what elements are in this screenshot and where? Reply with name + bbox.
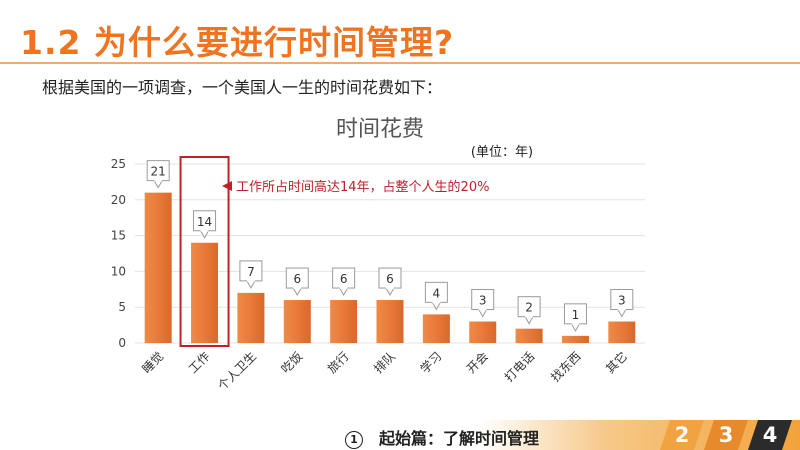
data-label: 21 bbox=[151, 165, 166, 179]
data-label: 4 bbox=[433, 286, 441, 300]
y-tick-label: 25 bbox=[111, 157, 126, 171]
chart-title: 时间花费 bbox=[336, 117, 424, 142]
slide-title: 1.2 为什么要进行时间管理? bbox=[20, 23, 455, 62]
y-tick-label: 5 bbox=[118, 300, 126, 314]
x-tick-label: 打电话 bbox=[502, 349, 537, 384]
bar bbox=[144, 192, 172, 343]
data-label-pointer bbox=[199, 230, 210, 239]
y-tick-label: 10 bbox=[111, 264, 126, 278]
data-label: 6 bbox=[340, 272, 348, 286]
data-label-pointer bbox=[616, 309, 627, 318]
footer-section-label: 1 起始篇：了解时间管理 bbox=[345, 425, 539, 449]
data-label-pointer bbox=[477, 309, 488, 318]
bar-chart: 时间花费 (单位：年) 0 5 10 15 20 25 睡觉 工作 个人卫生 吃饭 旅行 排队 学习 开会… bbox=[111, 117, 645, 393]
bar bbox=[330, 300, 358, 343]
data-label: 2 bbox=[525, 301, 533, 315]
annotation-text: 工作所占时间高达14年，占整个人生的20% bbox=[236, 179, 489, 195]
data-label-pointer bbox=[153, 180, 164, 189]
bar bbox=[376, 300, 404, 343]
data-label-pointer bbox=[524, 316, 534, 325]
bar bbox=[515, 328, 543, 343]
data-label-pointer bbox=[246, 280, 256, 289]
x-tick-label: 学习 bbox=[417, 349, 445, 377]
data-label-pointer bbox=[292, 287, 303, 297]
x-tick-label: 其它 bbox=[602, 349, 630, 377]
data-label-pointer bbox=[385, 287, 395, 297]
title-divider bbox=[0, 62, 800, 64]
bar bbox=[561, 335, 589, 343]
bar bbox=[191, 242, 219, 343]
data-label: 3 bbox=[618, 294, 626, 308]
data-label: 3 bbox=[479, 294, 487, 308]
x-tick-label: 旅行 bbox=[325, 349, 352, 376]
data-label: 6 bbox=[293, 272, 301, 286]
y-tick-label: 20 bbox=[111, 193, 126, 207]
data-label-pointer bbox=[570, 323, 581, 332]
y-tick-label: 0 bbox=[118, 336, 126, 350]
bar bbox=[608, 321, 636, 343]
bar bbox=[469, 321, 497, 343]
x-tick-label: 吃饭 bbox=[279, 349, 306, 376]
x-tick-label: 工作 bbox=[186, 349, 213, 376]
data-label: 6 bbox=[386, 272, 394, 286]
chart-unit-label: (单位：年) bbox=[471, 145, 533, 160]
intro-text: 根据美国的一项调查，一个美国人一生的时间花费如下： bbox=[42, 78, 443, 97]
section-number-badge: 1 bbox=[345, 431, 363, 449]
y-tick-label: 15 bbox=[111, 229, 126, 243]
highlight-box bbox=[179, 156, 230, 347]
bar bbox=[283, 300, 311, 343]
x-tick-label: 开会 bbox=[464, 349, 491, 376]
bar bbox=[237, 292, 265, 343]
x-tick-label: 找东西 bbox=[548, 349, 583, 384]
x-tick-label: 排队 bbox=[371, 349, 399, 377]
x-tick-label: 睡觉 bbox=[139, 349, 166, 376]
x-tick-label: 个人卫生 bbox=[215, 349, 259, 393]
section-label-text: 起始篇：了解时间管理 bbox=[379, 429, 540, 448]
data-label: 1 bbox=[572, 308, 580, 322]
annotation-arrow-icon bbox=[222, 181, 232, 191]
data-label-pointer bbox=[431, 301, 442, 311]
data-label: 7 bbox=[247, 265, 255, 279]
data-label-pointer bbox=[338, 287, 349, 297]
bar bbox=[422, 314, 450, 343]
data-label: 14 bbox=[197, 215, 212, 229]
